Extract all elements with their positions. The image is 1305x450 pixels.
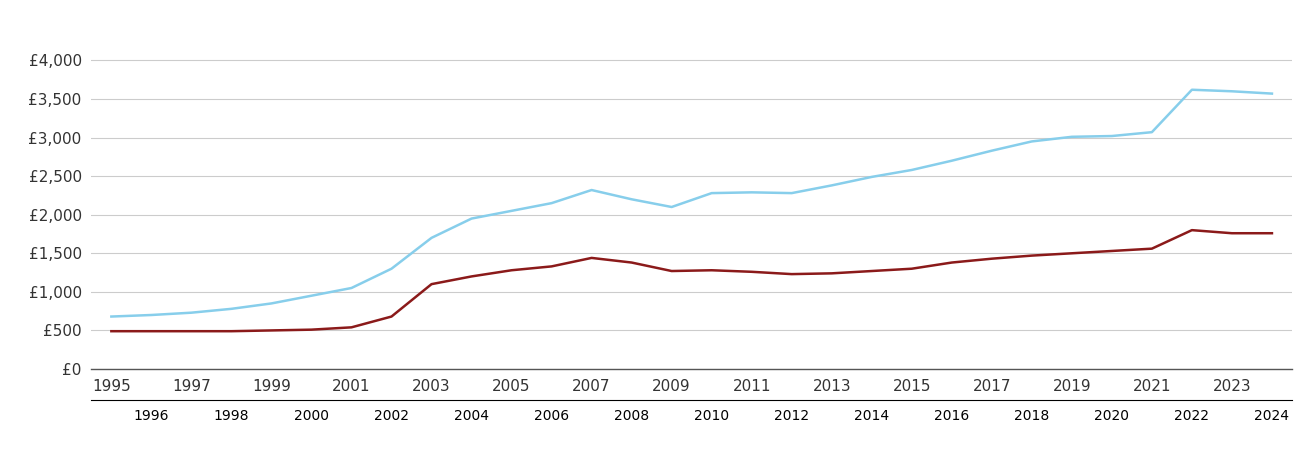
- Carlisle: [1144, 246, 1160, 252]
- England & Wales: [744, 189, 760, 195]
- England & Wales: [1265, 91, 1280, 96]
- England & Wales: [1144, 130, 1160, 135]
- Carlisle: [784, 271, 800, 277]
- England & Wales: [103, 314, 119, 319]
- England & Wales: [1064, 134, 1079, 140]
- England & Wales: [544, 200, 560, 206]
- Carlisle: [184, 328, 200, 334]
- Carlisle: [343, 324, 359, 330]
- Carlisle: [1265, 230, 1280, 236]
- Line: England & Wales: England & Wales: [111, 90, 1272, 316]
- Carlisle: [624, 260, 639, 265]
- Carlisle: [1184, 227, 1199, 233]
- Carlisle: [424, 281, 440, 287]
- England & Wales: [264, 301, 279, 306]
- Line: Carlisle: Carlisle: [111, 230, 1272, 331]
- England & Wales: [904, 167, 920, 173]
- Carlisle: [304, 327, 320, 333]
- Carlisle: [1224, 230, 1240, 236]
- Carlisle: [1064, 251, 1079, 256]
- Carlisle: [504, 268, 519, 273]
- England & Wales: [583, 187, 599, 193]
- Carlisle: [144, 328, 159, 334]
- England & Wales: [223, 306, 239, 311]
- England & Wales: [1024, 139, 1040, 144]
- Carlisle: [583, 255, 599, 261]
- Carlisle: [223, 328, 239, 334]
- Carlisle: [703, 268, 719, 273]
- Carlisle: [463, 274, 479, 279]
- Carlisle: [664, 268, 680, 274]
- Carlisle: [1104, 248, 1120, 254]
- Carlisle: [984, 256, 1000, 261]
- England & Wales: [1224, 89, 1240, 94]
- England & Wales: [184, 310, 200, 315]
- Carlisle: [944, 260, 959, 265]
- Carlisle: [544, 264, 560, 269]
- England & Wales: [144, 312, 159, 318]
- England & Wales: [1184, 87, 1199, 92]
- England & Wales: [343, 285, 359, 291]
- Carlisle: [904, 266, 920, 271]
- England & Wales: [384, 266, 399, 271]
- Carlisle: [823, 270, 839, 276]
- England & Wales: [823, 183, 839, 188]
- Carlisle: [264, 328, 279, 333]
- England & Wales: [304, 293, 320, 298]
- Carlisle: [864, 268, 880, 274]
- Carlisle: [744, 269, 760, 274]
- Carlisle: [103, 328, 119, 334]
- England & Wales: [624, 197, 639, 202]
- England & Wales: [504, 208, 519, 214]
- England & Wales: [864, 174, 880, 180]
- Carlisle: [384, 314, 399, 319]
- England & Wales: [424, 235, 440, 241]
- England & Wales: [664, 204, 680, 210]
- England & Wales: [463, 216, 479, 221]
- England & Wales: [944, 158, 959, 163]
- England & Wales: [784, 190, 800, 196]
- England & Wales: [984, 148, 1000, 153]
- England & Wales: [703, 190, 719, 196]
- England & Wales: [1104, 133, 1120, 139]
- Carlisle: [1024, 253, 1040, 258]
